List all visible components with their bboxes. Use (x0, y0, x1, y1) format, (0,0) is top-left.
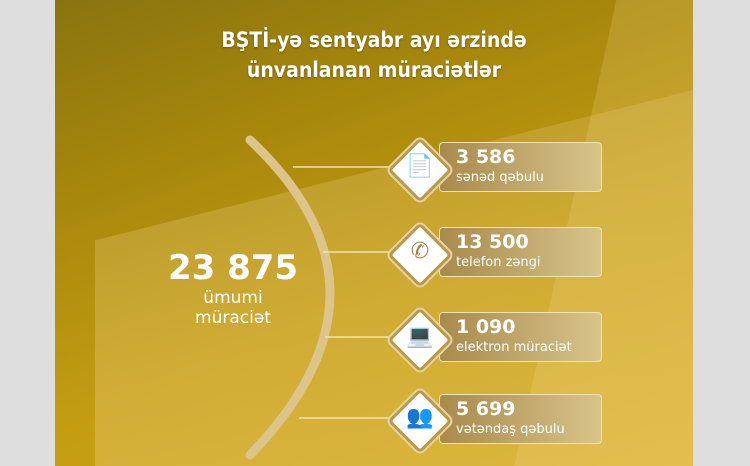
total-value: 23 875 (167, 248, 299, 288)
stat-card: 1 090 elektron müraciət (439, 312, 602, 362)
title: BŞTİ-yə sentyabr ayı ərzində ünvanlanan m… (221, 28, 527, 82)
infographic: BŞTİ-yə sentyabr ayı ərzində ünvanlanan m… (55, 0, 693, 466)
stat-card: 5 699 vətəndaş qəbulu (439, 394, 602, 444)
arc-connector (245, 135, 400, 460)
computer-icon: 💻 (406, 324, 434, 349)
stat-card: 3 586 sənəd qəbulu (439, 142, 602, 192)
people-icon: 👥 (406, 405, 434, 430)
phone-icon: ✆ (410, 239, 430, 264)
documents-icon: 📄 (406, 154, 434, 179)
stat-card: 13 500 telefon zəngi (439, 227, 602, 277)
total-summary: 23 875 ümumi müraciət (163, 248, 303, 328)
